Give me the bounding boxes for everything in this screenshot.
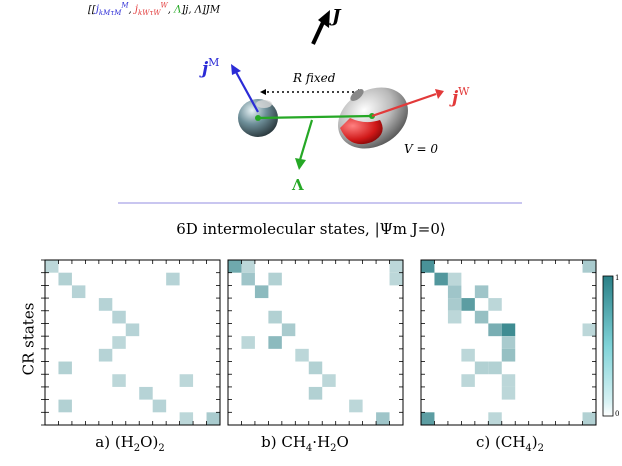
heatmap-cell <box>461 298 475 311</box>
heatmap-0 <box>41 259 221 426</box>
heatmap-cell <box>501 323 516 337</box>
heatmap-cell <box>152 399 167 413</box>
heatmap-frame <box>44 259 221 426</box>
heatmap-cell <box>488 361 502 375</box>
heatmap-cell <box>447 310 462 324</box>
panel-label-b: b) CH4·H2O <box>261 433 349 454</box>
R-label: R fixed <box>292 71 336 85</box>
lambda-arrow <box>295 119 314 170</box>
heatmap-cell <box>125 323 140 337</box>
heatmap-cell <box>582 323 596 337</box>
heatmap-cell <box>206 412 220 425</box>
heatmap-cell <box>421 412 435 425</box>
heatmap-cell <box>112 310 126 324</box>
heatmap-cell <box>461 348 475 362</box>
heatmap-cell <box>501 336 516 349</box>
molecule-diagram: J R fixed Λ jM jW V = 0 <box>199 6 470 194</box>
heatmap-cell <box>582 412 596 425</box>
heatmap-cell <box>166 272 180 286</box>
heatmap-cell <box>241 260 255 273</box>
heatmap-cell <box>389 260 403 273</box>
heatmap-cell <box>58 399 72 413</box>
jW-label: jW <box>449 85 470 108</box>
heatmap-cell <box>98 348 113 362</box>
heatmap-cell <box>389 272 403 286</box>
heatmap-cell <box>488 412 502 425</box>
heatmap-2 <box>420 259 597 426</box>
heatmap-cell <box>268 272 282 286</box>
section-title: 6D intermolecular states, |Ψm J=0⟩ <box>176 220 446 238</box>
J-label: J <box>329 6 342 27</box>
heatmap-cell <box>488 323 502 337</box>
colorbar-min-label: 0 <box>615 410 619 418</box>
heatmap-cell <box>139 386 153 400</box>
heatmap-cell <box>179 412 194 425</box>
heatmap-cell <box>474 285 489 299</box>
J-arrow <box>311 10 330 45</box>
heatmap-cell <box>501 374 516 387</box>
heatmap-cell <box>501 386 516 400</box>
intermolecular-axis <box>257 114 373 120</box>
heatmap-cell <box>179 374 194 387</box>
heatmap-cell <box>349 399 363 413</box>
top-label: [[jkMτMM, jkWτWW, Λ]j, Λ]JM <box>88 2 221 18</box>
heatmap-cell <box>112 336 126 349</box>
heatmap-cell <box>434 272 448 286</box>
heatmap-cell <box>281 323 296 337</box>
heatmap-cell <box>295 348 309 362</box>
heatmap-cell <box>447 298 462 311</box>
heatmap-cell <box>488 298 502 311</box>
heatmap-cell <box>447 285 462 299</box>
V-label: V = 0 <box>404 142 438 156</box>
heatmap-panels: 10 <box>41 259 619 426</box>
heatmap-cell <box>98 298 113 311</box>
panel-label-a: a) (H2O)2 <box>95 433 165 454</box>
jM-label: jM <box>199 56 219 79</box>
lambda-label: Λ <box>291 176 304 194</box>
colorbar-max-label: 1 <box>615 274 619 282</box>
heatmap-frame <box>420 259 597 426</box>
heatmap-cell <box>461 374 475 387</box>
heatmap-cell <box>582 260 596 273</box>
jW-arrow <box>371 89 444 118</box>
panel-label-c: c) (CH4)2 <box>475 433 545 454</box>
heatmap-cell <box>241 272 255 286</box>
heatmap-cell <box>71 285 86 299</box>
heatmap-cell <box>58 361 72 375</box>
heatmap-cell <box>58 272 72 286</box>
heatmap-cell <box>268 336 282 349</box>
heatmap-cell <box>474 310 489 324</box>
heatmap-cell <box>228 260 242 273</box>
R-distance-indicator <box>260 89 364 95</box>
heatmap-cell <box>447 272 462 286</box>
colorbar <box>602 275 614 417</box>
heatmap-cell <box>112 374 126 387</box>
heatmap-cell <box>308 386 323 400</box>
heatmap-cell <box>268 310 282 324</box>
heatmap-cell <box>421 260 435 273</box>
section-divider <box>118 202 522 204</box>
heatmap-1 <box>227 259 404 426</box>
heatmap-frame <box>227 259 404 426</box>
heatmap-cell <box>501 348 516 362</box>
heatmap-cell <box>254 285 269 299</box>
heatmap-cell <box>241 336 255 349</box>
heatmap-cell <box>322 374 336 387</box>
heatmap-cell <box>376 412 390 425</box>
jM-arrow <box>231 64 259 113</box>
heatmap-cell <box>45 260 59 273</box>
heatmap-cell <box>474 361 489 375</box>
heatmap-cell <box>308 361 323 375</box>
